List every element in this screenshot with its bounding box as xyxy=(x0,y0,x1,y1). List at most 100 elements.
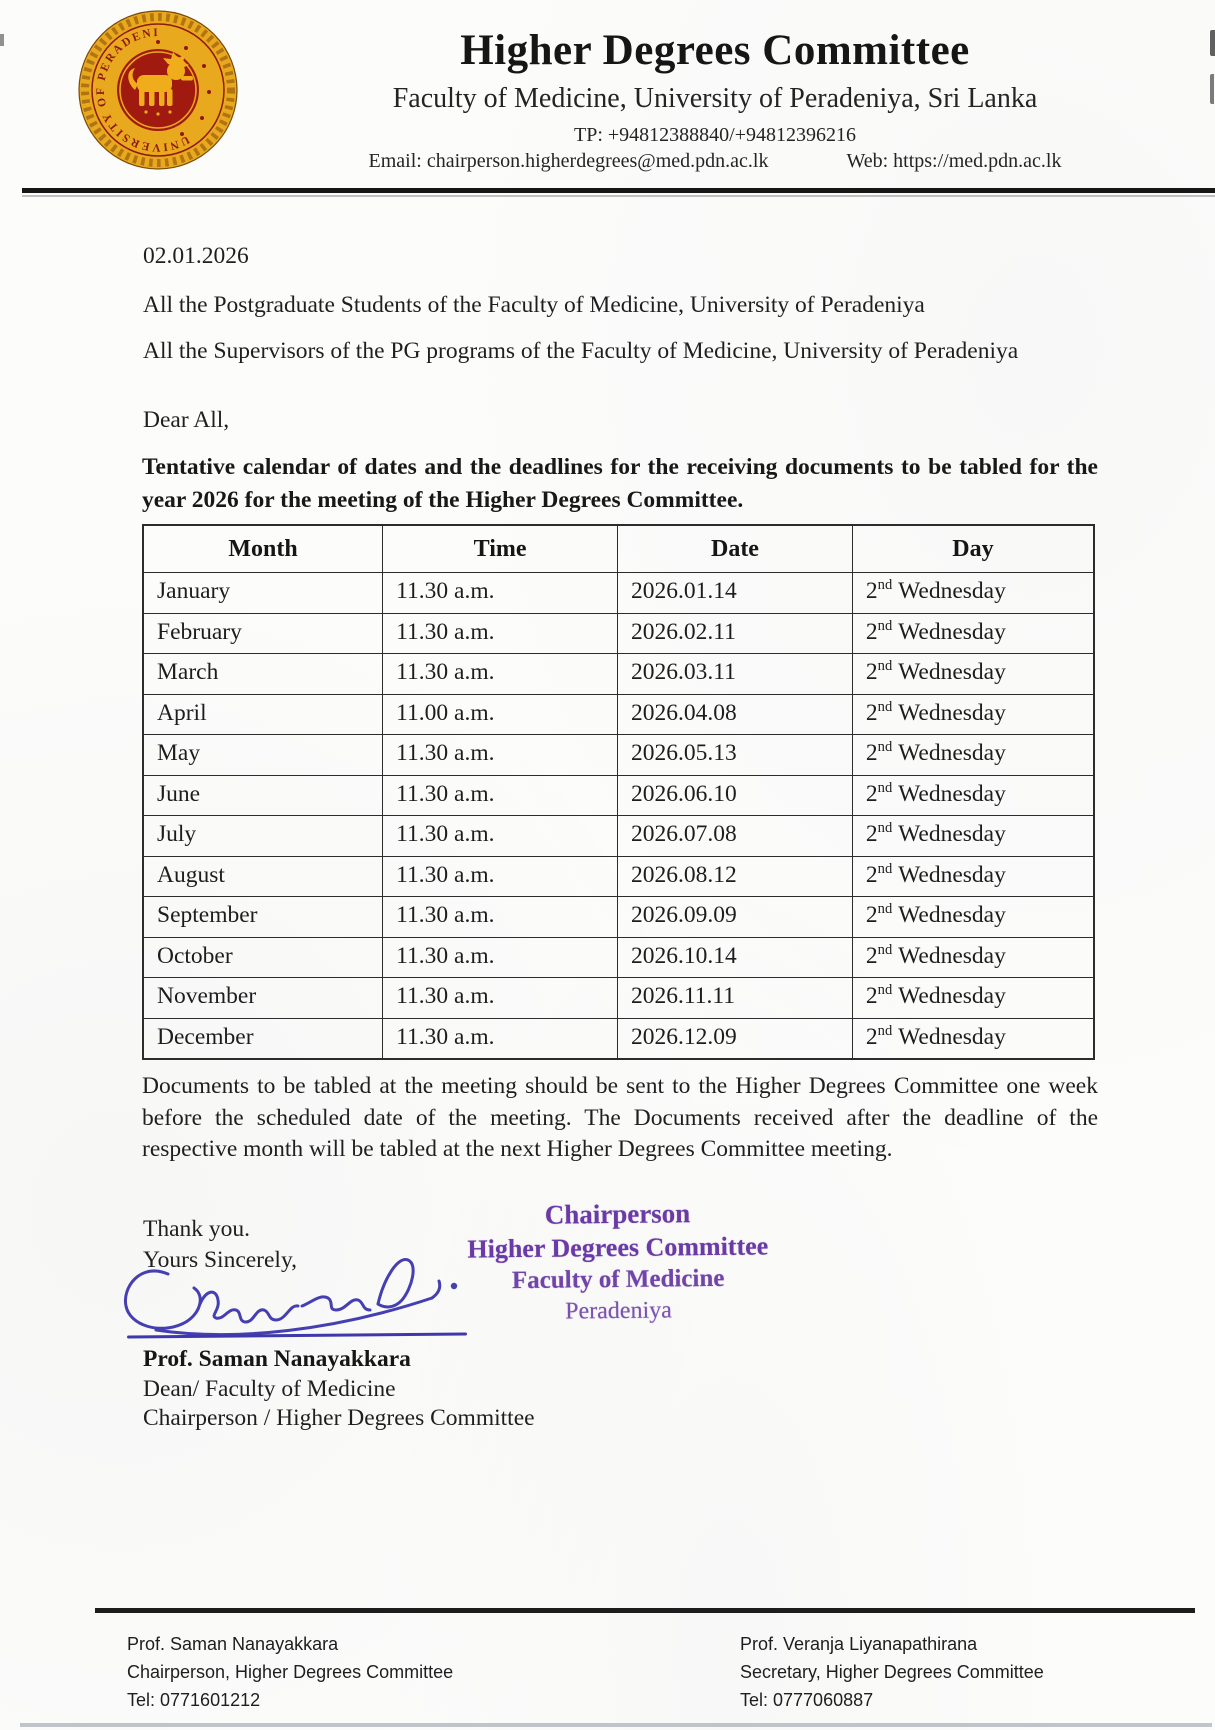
cell-time: 11.30 a.m. xyxy=(382,734,619,776)
stamp-line: Chairperson xyxy=(544,1198,691,1230)
signatory-title: Chairperson / Higher Degrees Committee xyxy=(143,1405,535,1431)
cell-time: 11.00 a.m. xyxy=(382,693,619,735)
cell-date: 2026.03.11 xyxy=(617,653,853,695)
header-divider xyxy=(22,188,1215,197)
page-title: Higher Degrees Committee xyxy=(460,27,970,74)
chairperson-rubber-stamp: Chairperson Higher Degrees Committee Fac… xyxy=(447,1196,788,1329)
cell-date: 2026.08.12 xyxy=(617,855,853,897)
cell-month: June xyxy=(142,774,384,816)
signatory-block: Prof. Saman Nanayakkara Dean/ Faculty of… xyxy=(143,1345,535,1434)
body-paragraph: Documents to be tabled at the meeting sh… xyxy=(142,1073,1098,1162)
seal-lion xyxy=(128,52,193,116)
cell-day: 2nd Wednesday xyxy=(851,572,1095,614)
footer-role: Secretary, Higher Degrees Committee xyxy=(740,1662,1044,1682)
closing-sincerely: Yours Sincerely, xyxy=(143,1246,298,1273)
table-row: January 11.30 a.m. 2026.01.14 2nd Wednesday xyxy=(142,572,1095,614)
recipient-line: All the Supervisors of the PG programs o… xyxy=(143,338,1019,364)
cell-time: 11.30 a.m. xyxy=(382,653,619,695)
table-row: June 11.30 a.m. 2026.06.10 2nd Wednesday xyxy=(142,774,1095,816)
signatory-name: Prof. Saman Nanayakkara xyxy=(143,1346,411,1372)
scan-artifact xyxy=(20,1723,1212,1727)
cell-month: July xyxy=(142,815,384,857)
letterhead-subtitle: Faculty of Medicine, University of Perad… xyxy=(392,83,1038,115)
footer-name: Prof. Veranja Liyanapathirana xyxy=(740,1634,978,1654)
footer-contact-chairperson: Prof. Saman Nanayakkara Chairperson, Hig… xyxy=(127,1630,453,1714)
footer-divider xyxy=(95,1608,1195,1613)
letter-date: 02.01.2026 xyxy=(143,243,249,269)
col-header-day: Day xyxy=(851,524,1095,573)
letterhead: Higher Degrees Committee Faculty of Medi… xyxy=(265,0,1165,173)
cell-day: 2nd Wednesday xyxy=(851,612,1095,654)
cell-time: 11.30 a.m. xyxy=(382,855,619,897)
cell-day: 2nd Wednesday xyxy=(851,977,1095,1019)
cell-time: 11.30 a.m. xyxy=(382,815,619,857)
cell-day: 2nd Wednesday xyxy=(851,734,1095,776)
recipient-line: All the Postgraduate Students of the Fac… xyxy=(143,292,925,318)
cell-day: 2nd Wednesday xyxy=(851,1017,1095,1060)
cell-time: 11.30 a.m. xyxy=(382,896,619,938)
letterhead-phone: TP: +94812388840/+94812396216 xyxy=(573,124,856,147)
table-row: March 11.30 a.m. 2026.03.11 2nd Wednesday xyxy=(142,653,1095,695)
cell-time: 11.30 a.m. xyxy=(382,572,619,614)
table-row: August 11.30 a.m. 2026.08.12 2nd Wednesday xyxy=(142,855,1095,897)
table-row: September 11.30 a.m. 2026.09.09 2nd Wednesd… xyxy=(142,896,1095,938)
cell-date: 2026.12.09 xyxy=(617,1017,853,1060)
cell-time: 11.30 a.m. xyxy=(382,1017,619,1060)
cell-day: 2nd Wednesday xyxy=(851,896,1095,938)
cell-date: 2026.04.08 xyxy=(617,693,853,735)
cell-time: 11.30 a.m. xyxy=(382,977,619,1019)
cell-time: 11.30 a.m. xyxy=(382,612,619,654)
cell-date: 2026.06.10 xyxy=(617,774,853,816)
cell-month: November xyxy=(142,977,384,1019)
cell-date: 2026.05.13 xyxy=(617,734,853,776)
scan-artifact xyxy=(0,34,4,46)
cell-day: 2nd Wednesday xyxy=(851,936,1095,978)
cell-date: 2026.02.11 xyxy=(617,612,853,654)
footer-name: Prof. Saman Nanayakkara xyxy=(127,1634,339,1654)
seal-bead-ring xyxy=(81,13,235,167)
letterhead-contact-row: Email: chairperson.higherdegrees@med.pdn… xyxy=(265,150,1165,173)
cell-month: September xyxy=(142,896,384,938)
col-header-month: Month xyxy=(142,524,384,573)
letterhead-email: Email: chairperson.higherdegrees@med.pdn… xyxy=(368,150,769,173)
scan-artifact xyxy=(1210,74,1214,104)
calendar-table-body: January 11.30 a.m. 2026.01.14 2nd Wednesday… xyxy=(142,572,1095,1060)
cell-date: 2026.01.14 xyxy=(617,572,853,614)
cell-day: 2nd Wednesday xyxy=(851,815,1095,857)
scan-artifact xyxy=(1210,30,1215,56)
closing-block: Thank you. Yours Sincerely, xyxy=(143,1214,297,1275)
letter-subject: Tentative calendar of dates and the dead… xyxy=(142,454,1098,513)
footer-tel: Tel: 0777060887 xyxy=(740,1690,874,1710)
table-header-row: Month Time Date Day xyxy=(142,524,1095,573)
table-row: February 11.30 a.m. 2026.02.11 2nd Wednesda… xyxy=(142,612,1095,654)
signatory-title: Dean/ Faculty of Medicine xyxy=(143,1375,396,1402)
cell-day: 2nd Wednesday xyxy=(851,693,1095,735)
calendar-table: Month Time Date Day January 11.30 a.m. 202… xyxy=(142,524,1095,1060)
university-of-peradeniya-seal-logo: UNIVERSITY OF PERADENIYA xyxy=(76,8,238,170)
cell-day: 2nd Wednesday xyxy=(851,653,1095,695)
cell-time: 11.30 a.m. xyxy=(382,774,619,816)
cell-month: January xyxy=(142,572,384,614)
cell-day: 2nd Wednesday xyxy=(851,774,1095,816)
cell-month: March xyxy=(142,653,384,695)
cell-month: October xyxy=(142,936,384,978)
cell-month: December xyxy=(142,1017,384,1060)
seal-ring-decor xyxy=(156,40,211,136)
footer-contact-secretary: Prof. Veranja Liyanapathirana Secretary,… xyxy=(740,1630,1044,1714)
letterhead-web: Web: https://med.pdn.ac.lk xyxy=(846,150,1062,173)
stamp-line: Higher Degrees Committee xyxy=(467,1231,769,1264)
stamp-line: Peradeniya xyxy=(565,1297,672,1325)
cell-month: August xyxy=(142,855,384,897)
table-row: November 11.30 a.m. 2026.11.11 2nd Wednesda… xyxy=(142,977,1095,1019)
cell-date: 2026.11.11 xyxy=(617,977,853,1019)
col-header-time: Time xyxy=(382,524,619,573)
col-header-date: Date xyxy=(617,524,853,573)
footer-tel: Tel: 0771601212 xyxy=(127,1690,261,1710)
closing-thanks: Thank you. xyxy=(143,1216,251,1242)
cell-month: February xyxy=(142,612,384,654)
cell-date: 2026.07.08 xyxy=(617,815,853,857)
cell-date: 2026.10.14 xyxy=(617,936,853,978)
table-row: December 11.30 a.m. 2026.12.09 2nd Wednesda… xyxy=(142,1017,1095,1060)
table-row: July 11.30 a.m. 2026.07.08 2nd Wednesday xyxy=(142,815,1095,857)
